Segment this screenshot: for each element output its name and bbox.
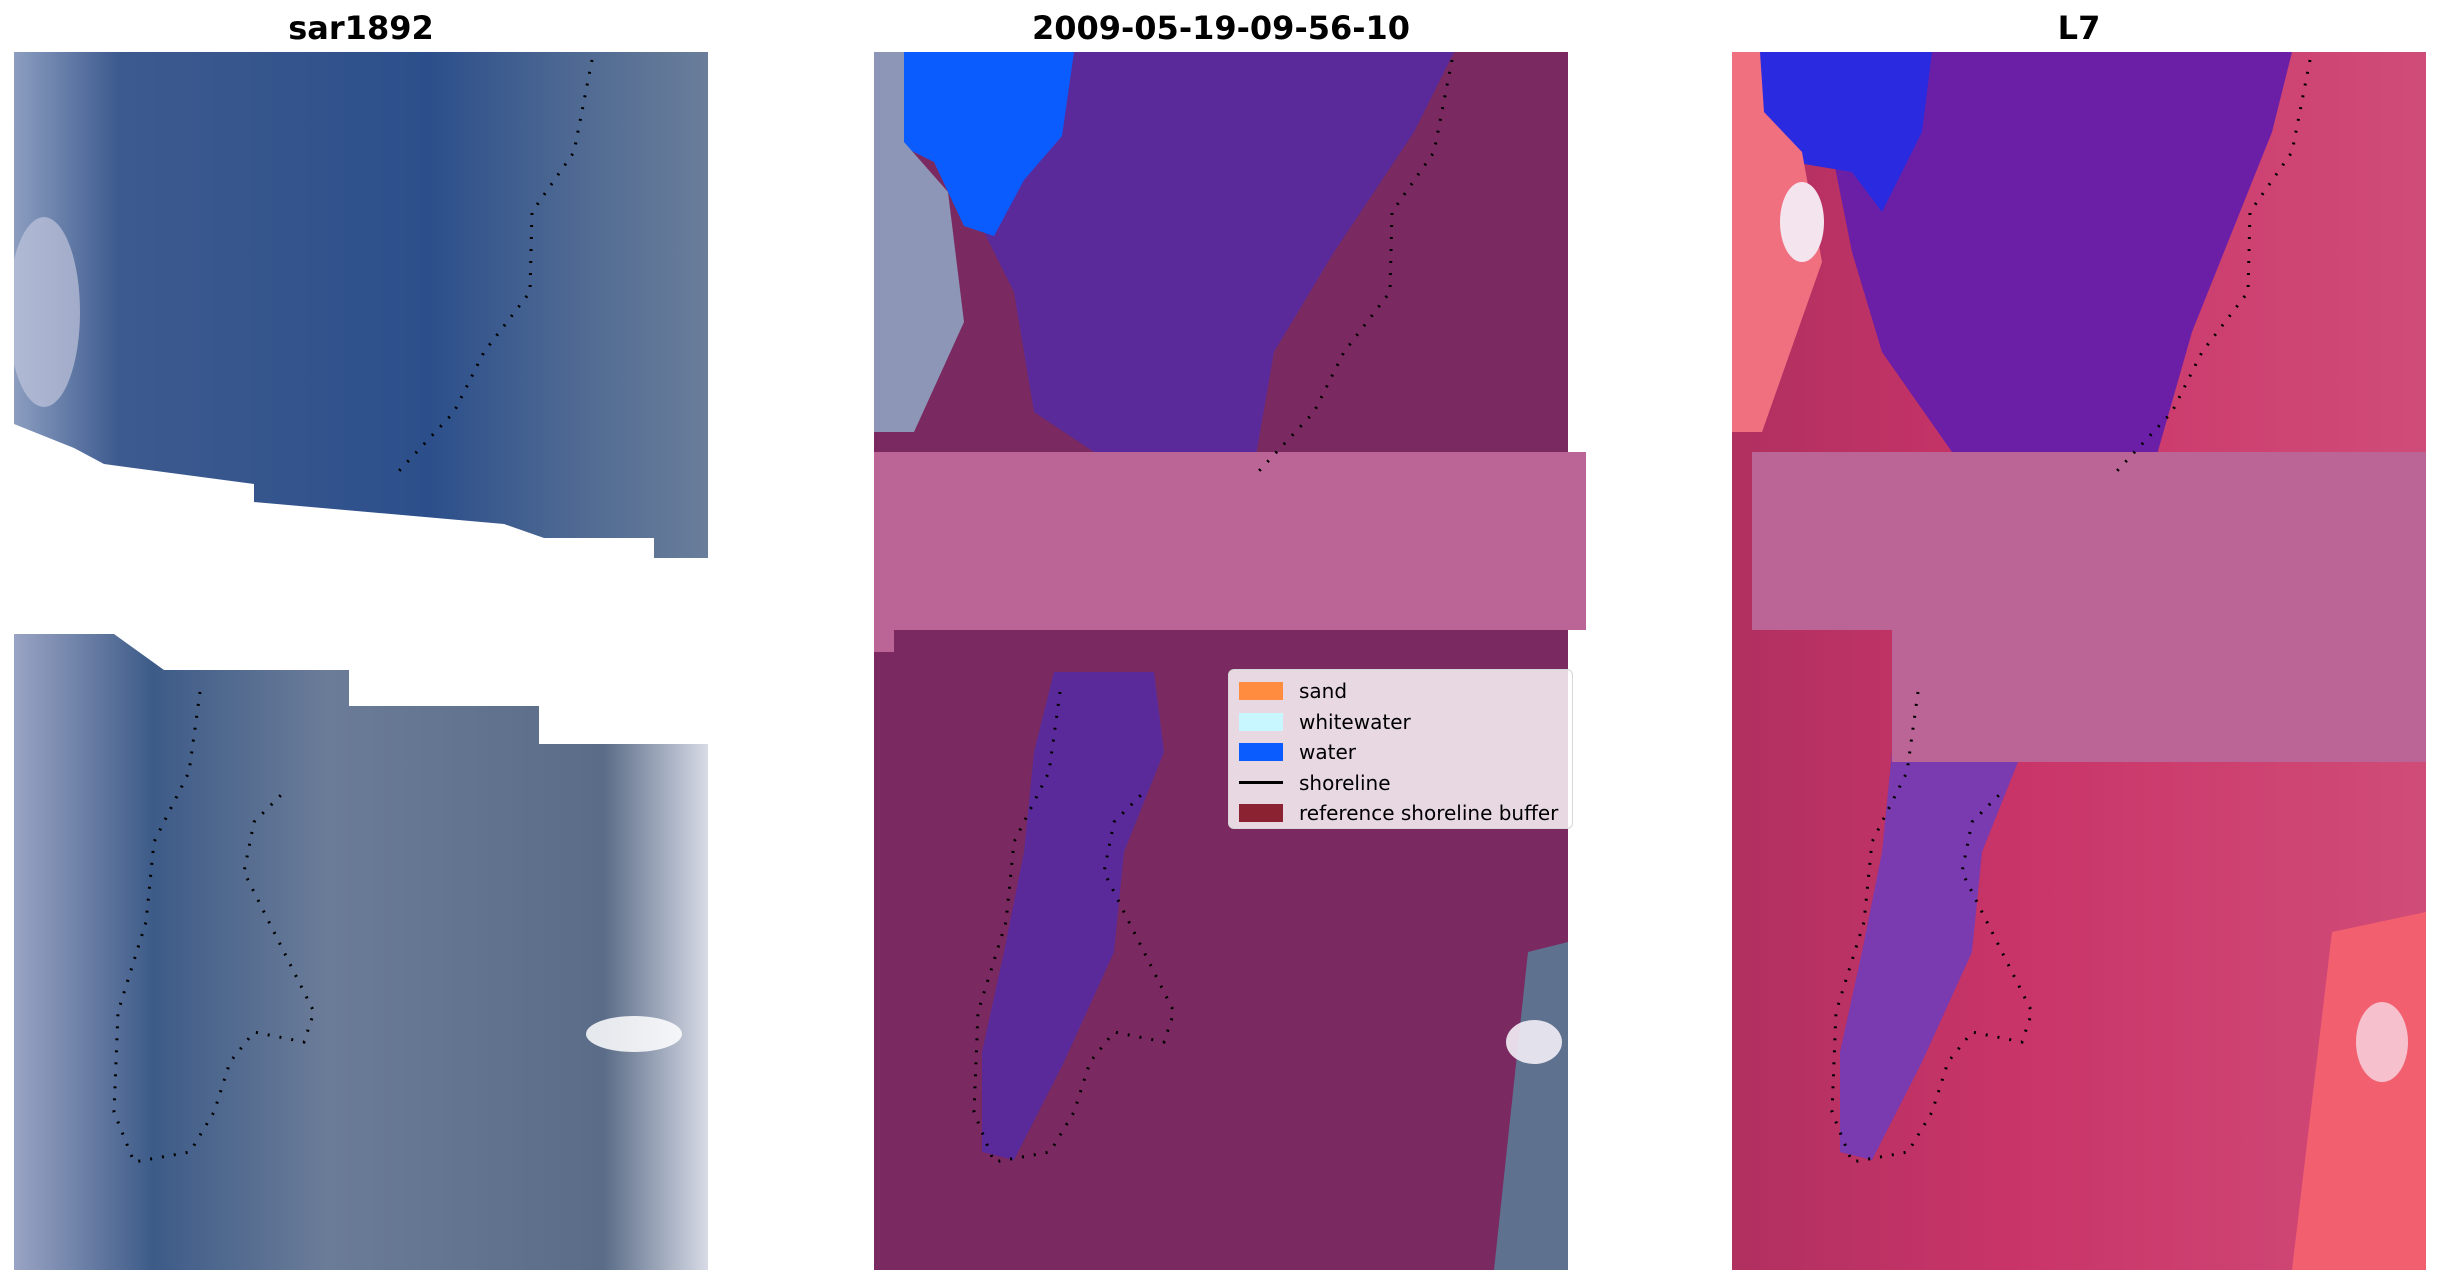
legend-label: shoreline bbox=[1299, 770, 1391, 795]
l7-buffer-band bbox=[1752, 452, 2426, 630]
rgb-image-top bbox=[14, 52, 708, 558]
legend-label: water bbox=[1299, 740, 1356, 765]
image-panel-classified bbox=[874, 52, 1586, 1270]
panel-title-date: 2009-05-19-09-56-10 bbox=[1031, 9, 1411, 47]
classified-water-top bbox=[982, 52, 1454, 502]
classified-image-left bbox=[874, 52, 964, 432]
rgb-image-bottom bbox=[14, 634, 708, 1270]
l7-shoreline-bottom bbox=[1830, 691, 2034, 1164]
legend: sand whitewater water shoreline referenc… bbox=[1228, 669, 1573, 829]
l7-water-top bbox=[1812, 52, 2292, 492]
legend-swatch-shoreline bbox=[1239, 781, 1283, 785]
legend-item-reference-shoreline-buffer: reference shoreline buffer bbox=[1239, 798, 1562, 829]
legend-item-whitewater: whitewater bbox=[1239, 707, 1562, 738]
legend-swatch-whitewater bbox=[1239, 712, 1283, 731]
classified-water-bottom bbox=[982, 672, 1164, 1160]
legend-swatch-buffer bbox=[1239, 804, 1283, 823]
reference-shoreline-buffer-band bbox=[874, 452, 1586, 630]
image-panel-l7 bbox=[1732, 52, 2426, 1270]
legend-item-shoreline: shoreline bbox=[1239, 768, 1562, 799]
panel-title-sar1892: sar1892 bbox=[288, 9, 434, 47]
classified-water-bright bbox=[892, 52, 1074, 236]
legend-label: sand bbox=[1299, 679, 1348, 704]
legend-swatch-sand bbox=[1239, 682, 1283, 701]
legend-label: reference shoreline buffer bbox=[1299, 801, 1559, 826]
l7-water-bottom bbox=[1840, 672, 2022, 1160]
l7-water-bright bbox=[1752, 52, 1932, 212]
panel-title-l7: L7 bbox=[2057, 9, 2101, 47]
classified-shoreline-bottom bbox=[972, 691, 1176, 1164]
legend-label: whitewater bbox=[1299, 709, 1411, 734]
image-panel-rgb bbox=[14, 52, 708, 1270]
legend-item-water: water bbox=[1239, 737, 1562, 768]
legend-item-sand: sand bbox=[1239, 676, 1562, 707]
legend-swatch-water bbox=[1239, 743, 1283, 762]
shoreline-bottom-left bbox=[112, 691, 316, 1164]
